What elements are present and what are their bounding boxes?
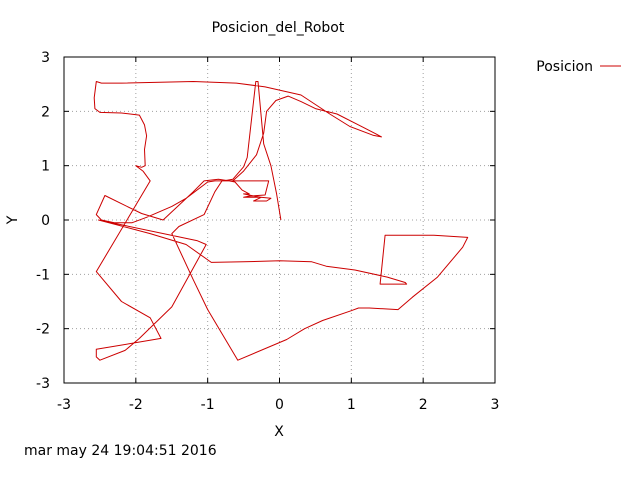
y-axis-label: Y — [5, 215, 21, 225]
series-line-0 — [93, 81, 469, 361]
x-tick-label: -3 — [57, 397, 71, 413]
x-tick-label: -1 — [201, 397, 215, 413]
y-tick-label: 0 — [41, 213, 50, 229]
y-tick-label: 2 — [41, 104, 50, 120]
x-tick-label: 0 — [275, 397, 284, 413]
timestamp: mar may 24 19:04:51 2016 — [24, 443, 217, 459]
tick-labels: -3 -2 -1 0 1 2 3 -3 -2 -1 0 1 2 3 — [36, 50, 499, 413]
x-tick-label: 2 — [419, 397, 428, 413]
chart-title: Posicion_del_Robot — [212, 20, 345, 36]
series-layer — [93, 81, 469, 361]
y-tick-label: 1 — [41, 159, 50, 175]
y-tick-label: 3 — [41, 50, 50, 66]
y-tick-label: -2 — [36, 322, 50, 338]
x-axis-label: X — [274, 424, 284, 440]
legend-label: Posicion — [536, 59, 593, 75]
plot-frame — [63, 56, 496, 384]
x-tick-label: 3 — [491, 397, 500, 413]
legend: Posicion — [536, 59, 621, 75]
grid-lines — [64, 57, 495, 383]
x-tick-label: -2 — [129, 397, 143, 413]
x-tick-label: 1 — [347, 397, 356, 413]
y-tick-label: -3 — [36, 376, 50, 392]
y-tick-label: -1 — [36, 267, 50, 283]
